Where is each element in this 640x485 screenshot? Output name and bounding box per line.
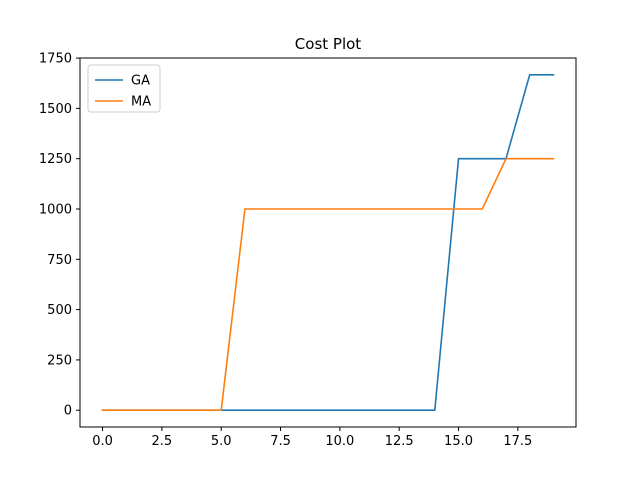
series-line-ga xyxy=(101,73,555,412)
legend-label-ma: MA xyxy=(131,95,151,110)
axis-ticks: 0.0 2.5 5.0 7.5 10.0 12.5 15.0 17.5 0 250 500 750 10… xyxy=(39,52,532,449)
x-tick-label: 0.0 xyxy=(92,434,113,449)
x-tick-label: 12.5 xyxy=(385,434,414,449)
x-tick-label: 10.0 xyxy=(325,434,354,449)
y-tick-label: 1500 xyxy=(39,102,72,117)
x-tick-label: 2.5 xyxy=(152,434,173,449)
axes-frame xyxy=(79,57,577,428)
y-tick-label: 1000 xyxy=(39,202,72,217)
chart-title: Cost Plot xyxy=(295,35,362,53)
x-tick-label: 17.5 xyxy=(503,434,532,449)
series-lines xyxy=(101,73,555,412)
y-tick-label: 0 xyxy=(64,404,72,419)
series-line-ma xyxy=(101,157,555,412)
legend: GA MA xyxy=(87,64,161,113)
y-tick-label: 1750 xyxy=(39,52,72,67)
y-tick-label: 250 xyxy=(47,353,72,368)
legend-label-ga: GA xyxy=(131,74,150,89)
y-tick-label: 750 xyxy=(47,253,72,268)
y-tick-label: 1250 xyxy=(39,152,72,167)
y-tick-label: 500 xyxy=(47,303,72,318)
x-tick-label: 5.0 xyxy=(211,434,232,449)
x-tick-label: 7.5 xyxy=(270,434,291,449)
x-tick-label: 15.0 xyxy=(444,434,473,449)
